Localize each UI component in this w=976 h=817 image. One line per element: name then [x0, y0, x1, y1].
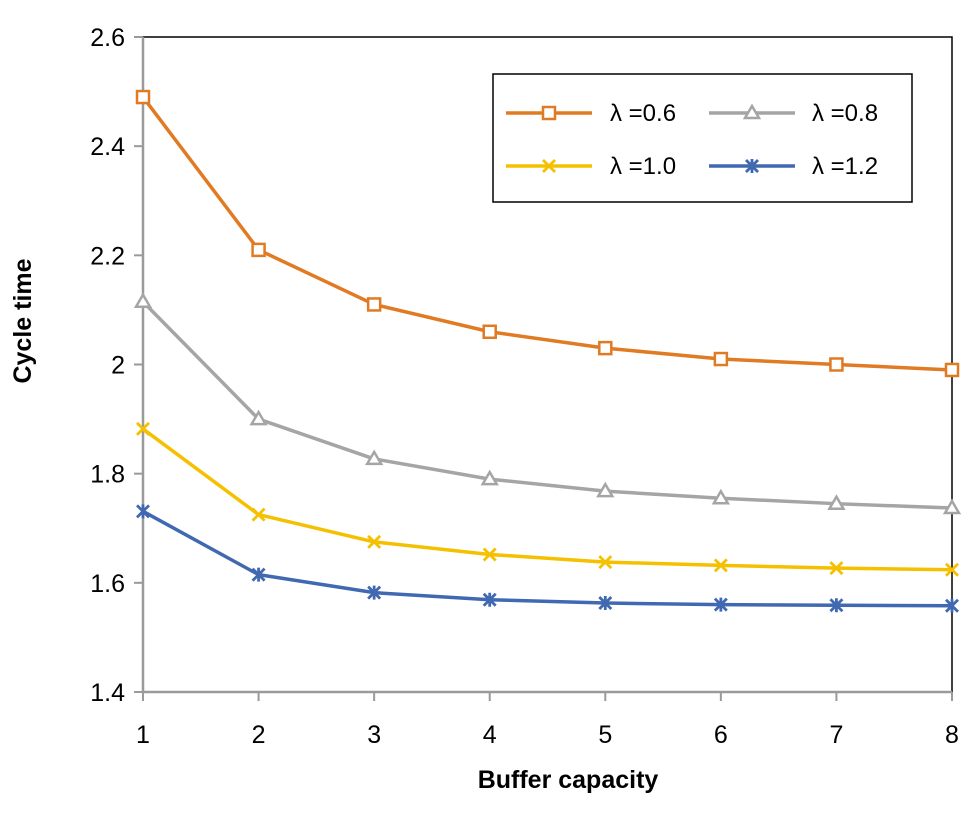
data-point [482, 547, 497, 562]
y-tick-label: 2.4 [90, 133, 125, 161]
y-tick-label: 1.8 [90, 461, 125, 489]
series-line [141, 427, 954, 572]
data-point [251, 242, 266, 258]
x-tick-label: 6 [714, 721, 728, 749]
series-1 [133, 292, 962, 515]
legend-item: λ =0.6 [506, 100, 676, 127]
y-tick-label: 2.6 [90, 24, 125, 52]
data-point [713, 597, 728, 612]
legend: λ =0.6 λ =0.8 λ =1.0 λ =1.2 [492, 73, 913, 203]
data-point [711, 488, 731, 505]
data-point [249, 409, 268, 426]
series-lines [133, 89, 962, 613]
data-point [945, 562, 959, 577]
data-point [827, 494, 846, 510]
legend-marker [541, 105, 557, 121]
data-point [367, 534, 382, 549]
legend-item: λ =0.8 [709, 100, 878, 127]
data-point [251, 507, 266, 522]
x-tick-label: 7 [829, 721, 843, 749]
legend-label: λ =1.2 [812, 153, 878, 180]
data-point [366, 297, 382, 312]
legend-marker [542, 159, 556, 173]
series-line [141, 299, 954, 510]
series-3 [136, 504, 959, 613]
data-point [944, 362, 960, 378]
legend-box [492, 73, 913, 203]
data-point [596, 481, 615, 498]
data-point [136, 504, 150, 519]
data-point [251, 567, 266, 582]
legend-label: λ =0.8 [812, 100, 878, 127]
data-point [364, 449, 384, 466]
y-axis-ticks: 1.4 1.6 1.8 2 2.2 2.4 2.6 [90, 24, 143, 707]
y-axis-title: Cycle time [9, 258, 37, 383]
legend-marker [745, 159, 759, 173]
y-tick-label: 1.4 [90, 679, 125, 707]
x-tick-label: 8 [945, 721, 959, 749]
data-point [136, 421, 150, 436]
data-point [598, 555, 613, 570]
data-point [480, 469, 499, 486]
data-point [829, 598, 844, 613]
data-point [367, 585, 382, 600]
series-2 [136, 421, 959, 577]
y-tick-label: 2 [111, 352, 125, 380]
x-tick-label: 5 [598, 721, 612, 749]
data-point [942, 498, 962, 515]
data-point [829, 561, 844, 576]
data-point [713, 351, 729, 367]
x-axis-title: Buffer capacity [478, 766, 659, 794]
data-point [482, 324, 497, 339]
data-point [482, 592, 497, 607]
legend-item: λ =1.0 [506, 153, 676, 180]
data-point [945, 598, 959, 613]
data-point [598, 340, 613, 356]
x-tick-label: 2 [252, 721, 266, 749]
x-axis-ticks: 1 2 3 4 5 6 7 8 [136, 692, 959, 749]
y-tick-label: 1.6 [90, 570, 125, 598]
y-tick-label: 2.2 [90, 242, 125, 270]
legend-label: λ =1.0 [610, 153, 676, 180]
data-point [133, 292, 153, 308]
series-line [141, 95, 954, 372]
legend-item: λ =1.2 [709, 153, 878, 180]
series-line [141, 509, 954, 608]
legend-label: λ =0.6 [610, 100, 676, 127]
x-tick-label: 3 [367, 721, 381, 749]
data-point [135, 89, 151, 105]
data-point [829, 357, 844, 372]
series-0 [135, 89, 960, 378]
data-point [713, 558, 728, 573]
legend-marker [742, 103, 762, 120]
data-point [598, 596, 613, 611]
x-tick-label: 4 [483, 721, 497, 749]
x-tick-label: 1 [136, 721, 150, 749]
